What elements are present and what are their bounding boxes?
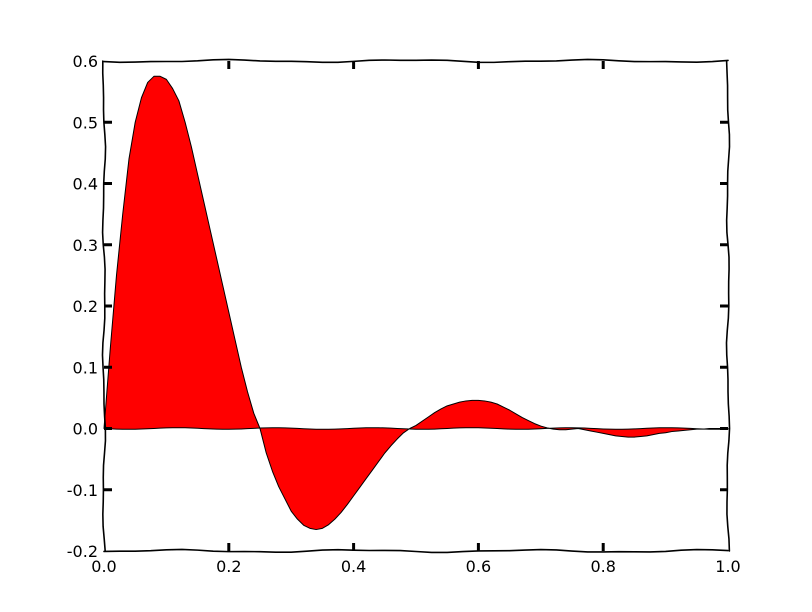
y-tick-label: 0.1 [73,358,98,377]
frame-top [103,58,729,64]
x-tick-label: 0.0 [91,557,116,576]
data-layer [103,75,729,531]
y-tick-label: -0.1 [67,481,98,500]
y-tick-label: 0.2 [73,297,98,316]
x-tick-label: 0.8 [590,557,615,576]
y-tick-label: 0.4 [73,175,98,194]
y-tick-label: -0.2 [67,542,98,561]
x-tick-label: 1.0 [715,557,740,576]
x-tick-label: 0.2 [216,557,241,576]
series-area-0 [103,75,729,531]
y-tick-label: 0.6 [73,52,98,71]
frame-right [725,60,731,552]
y-tick-label: 0.0 [73,420,98,439]
tick-labels: 0.0 0.2 0.4 0.6 0.8 1.0 -0.2 -0.1 0.0 0.1 0.2 0.3 0.… [67,52,741,576]
y-tick-label: 0.5 [73,113,98,132]
frame-left [101,60,107,552]
x-tick-label: 0.6 [466,557,491,576]
axes-frame [101,58,731,554]
x-tick-label: 0.4 [341,557,366,576]
y-tick-label: 0.3 [73,236,98,255]
frame-bottom [103,548,729,554]
